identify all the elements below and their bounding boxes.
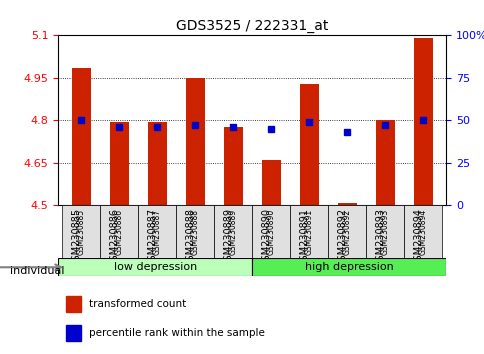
Text: GSM230893: GSM230893 <box>380 209 389 255</box>
Text: high depression: high depression <box>304 262 393 272</box>
Bar <box>71 68 91 205</box>
Text: GSM230885: GSM230885 <box>76 209 85 255</box>
Text: percentile rank within the sample: percentile rank within the sample <box>89 328 265 338</box>
Text: GSM230893: GSM230893 <box>375 208 385 267</box>
Bar <box>299 84 318 205</box>
Text: GSM230888: GSM230888 <box>185 208 195 267</box>
FancyBboxPatch shape <box>62 205 100 258</box>
Text: GSM230890: GSM230890 <box>266 209 275 255</box>
Bar <box>375 120 394 205</box>
Text: GSM230892: GSM230892 <box>342 209 351 255</box>
Text: GSM230889: GSM230889 <box>228 209 237 255</box>
Text: GSM230886: GSM230886 <box>114 209 123 255</box>
Bar <box>261 160 280 205</box>
Text: GSM230892: GSM230892 <box>336 208 347 267</box>
Bar <box>223 127 242 205</box>
Bar <box>109 122 128 205</box>
Text: GSM230890: GSM230890 <box>261 208 271 267</box>
Title: GDS3525 / 222331_at: GDS3525 / 222331_at <box>176 19 328 33</box>
Text: transformed count: transformed count <box>89 299 186 309</box>
Text: GSM230885: GSM230885 <box>71 208 81 267</box>
FancyBboxPatch shape <box>252 258 445 276</box>
Text: GSM230894: GSM230894 <box>418 209 427 255</box>
Text: GSM230891: GSM230891 <box>304 209 313 255</box>
Bar <box>66 325 81 341</box>
FancyBboxPatch shape <box>58 258 252 276</box>
Text: low depression: low depression <box>113 262 197 272</box>
Text: GSM230887: GSM230887 <box>147 208 157 267</box>
FancyBboxPatch shape <box>404 205 441 258</box>
Text: GSM230888: GSM230888 <box>190 209 199 255</box>
Text: GSM230887: GSM230887 <box>152 209 161 255</box>
Bar <box>66 296 81 312</box>
Bar <box>147 122 166 205</box>
FancyBboxPatch shape <box>138 205 176 258</box>
Bar <box>185 79 204 205</box>
Bar <box>413 38 432 205</box>
Bar <box>337 203 356 205</box>
FancyBboxPatch shape <box>365 205 404 258</box>
FancyBboxPatch shape <box>252 205 289 258</box>
FancyBboxPatch shape <box>100 205 138 258</box>
FancyBboxPatch shape <box>176 205 214 258</box>
FancyBboxPatch shape <box>289 205 328 258</box>
Text: GSM230891: GSM230891 <box>299 208 309 267</box>
FancyBboxPatch shape <box>214 205 252 258</box>
Text: GSM230889: GSM230889 <box>223 208 233 267</box>
FancyBboxPatch shape <box>328 205 365 258</box>
Text: GSM230886: GSM230886 <box>109 208 119 267</box>
Text: individual: individual <box>10 266 64 276</box>
Text: GSM230894: GSM230894 <box>412 208 423 267</box>
